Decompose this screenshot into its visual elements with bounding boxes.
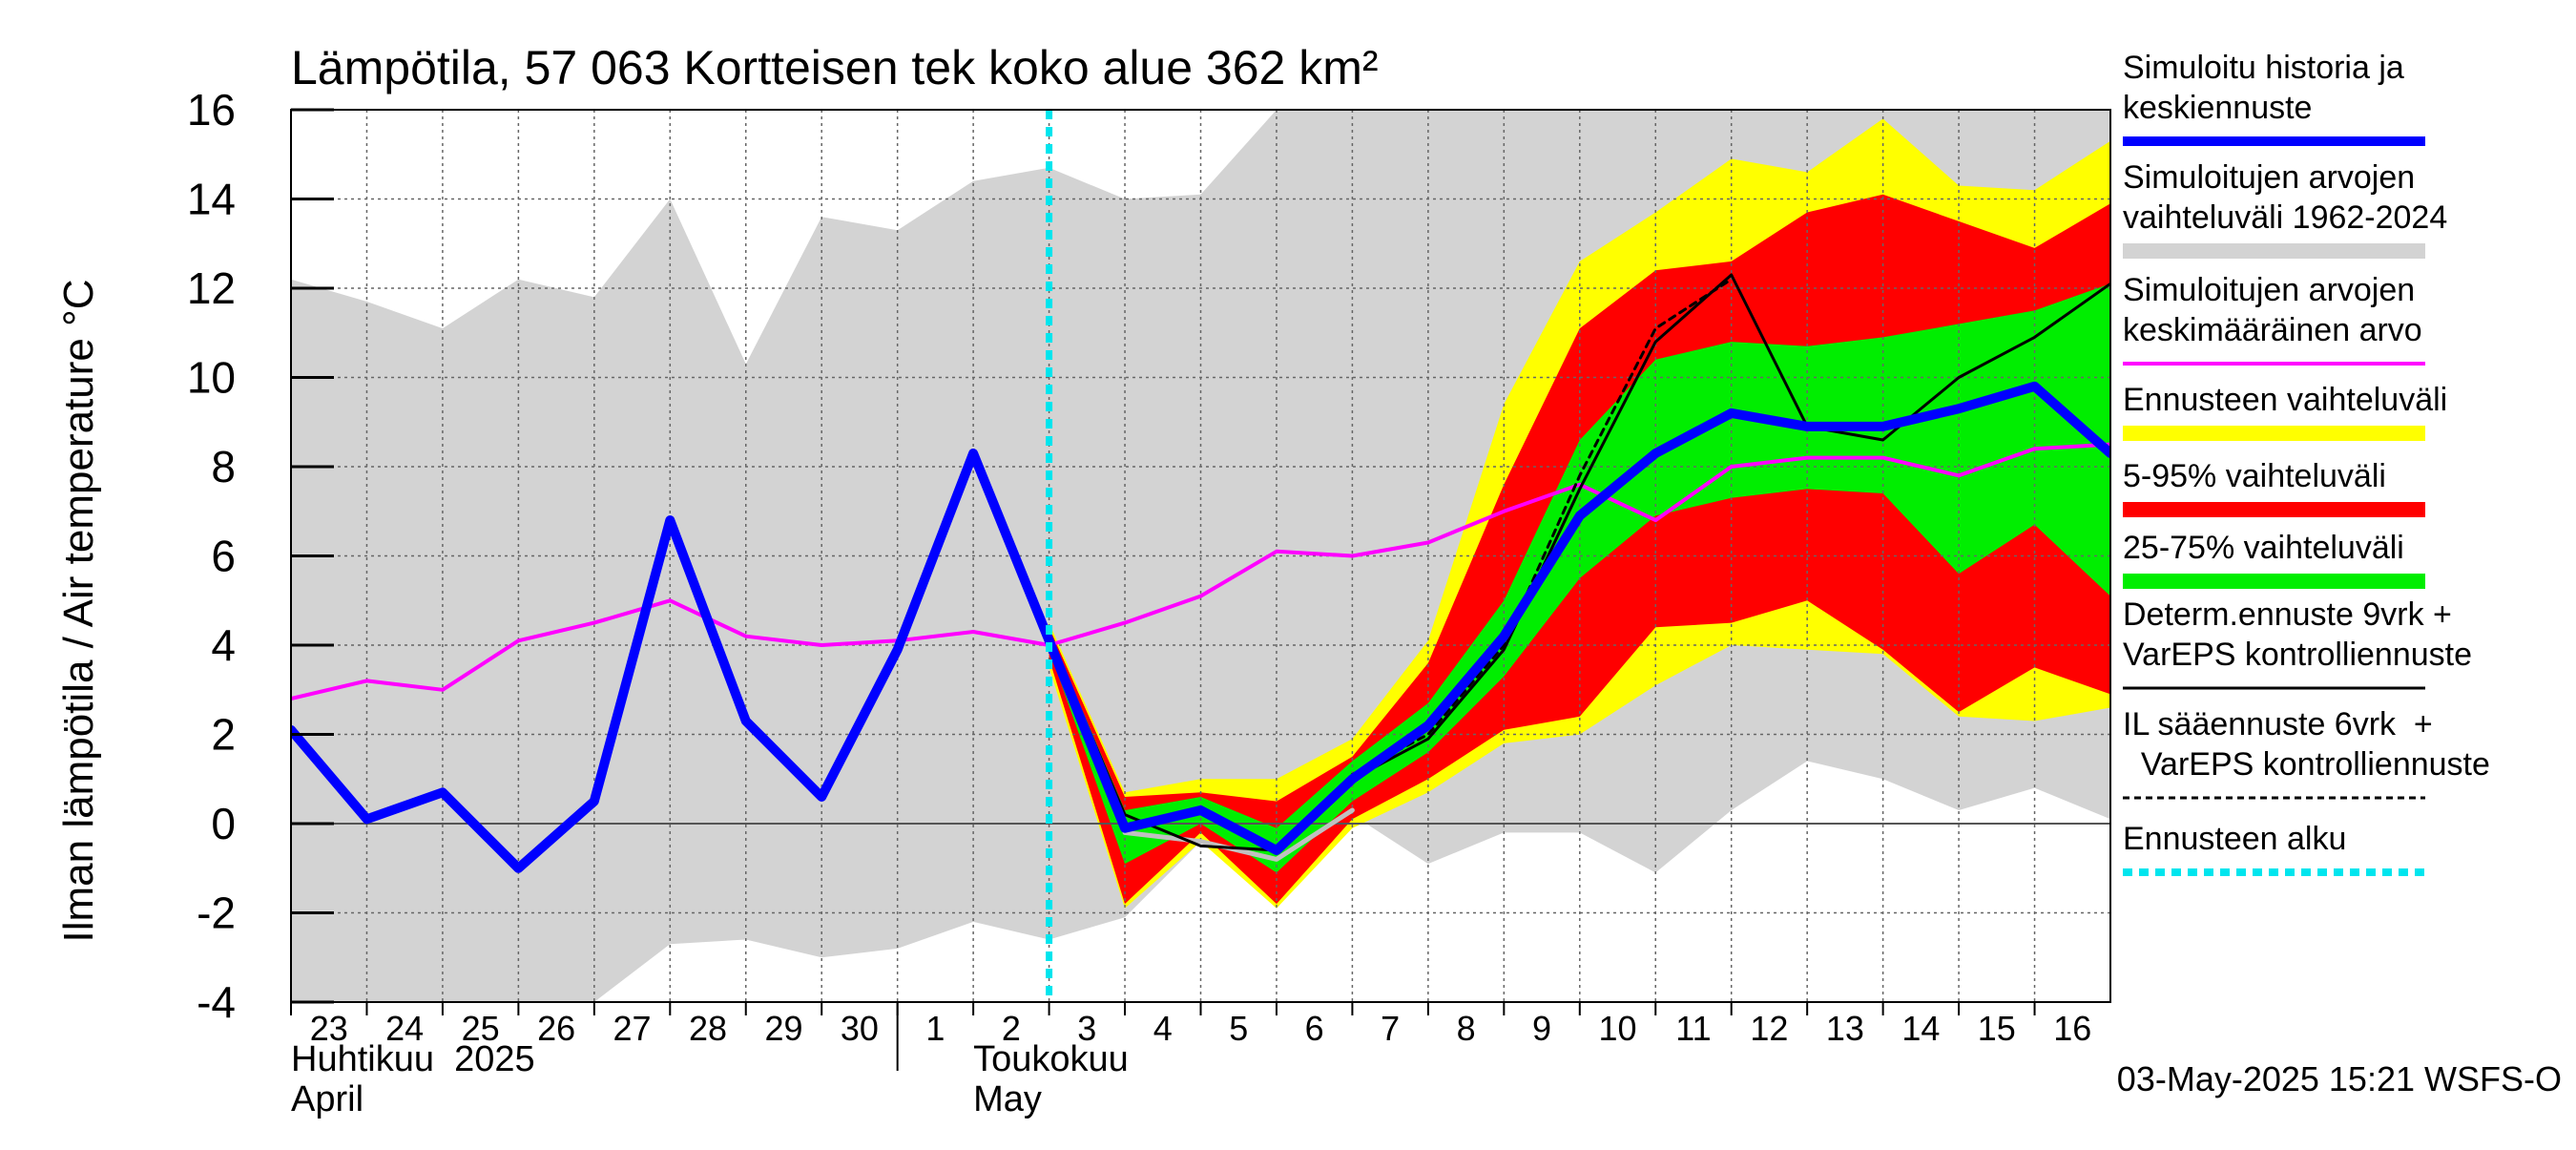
x-tick-label: 14 [1901,1009,1940,1048]
plot-content [291,110,2110,1002]
y-axis-label: Ilman lämpötila / Air temperature °C [55,280,102,943]
y-tick-label: 12 [187,263,236,313]
y-tick-label: 16 [187,85,236,135]
x-tick-label: 4 [1153,1009,1173,1048]
x-tick-label: 7 [1381,1009,1400,1048]
x-tick-label: 23 [310,1009,348,1048]
x-tick-label: 2 [1002,1009,1021,1048]
legend-label: Simuloitujen arvojen [2123,272,2415,308]
y-tick-label: 0 [211,799,236,848]
legend-label: keskimääräinen arvo [2123,312,2422,348]
x-tick-label: 16 [2053,1009,2091,1048]
legend-label: Simuloitu historia ja [2123,50,2404,86]
x-tick-label: 6 [1305,1009,1324,1048]
x-tick-label: 3 [1077,1009,1096,1048]
x-tick-label: 28 [689,1009,727,1048]
y-tick-label: 6 [211,532,236,581]
x-tick-label: 15 [1978,1009,2016,1048]
x-tick-label: 11 [1675,1009,1711,1048]
month-label-fi: Huhtikuu 2025 [291,1039,535,1079]
timestamp: 03-May-2025 15:21 WSFS-O [2117,1059,2562,1098]
x-tick-label: 30 [841,1009,879,1048]
y-tick-label: 10 [187,353,236,403]
x-tick-label: 12 [1750,1009,1788,1048]
x-tick-label: 10 [1598,1009,1636,1048]
x-tick-label: 8 [1457,1009,1476,1048]
series-il_forecast [1350,278,1734,777]
legend-label: keskiennuste [2123,90,2312,126]
legend-label: Simuloitujen arvojen [2123,159,2415,196]
y-tick-label: 2 [211,710,236,760]
month-label-en: April [291,1079,364,1119]
legend-label: 5-95% vaihteluväli [2123,458,2386,494]
legend-label: VarEPS kontrolliennuste [2123,637,2472,673]
series-mean [291,442,2110,701]
series-history [291,381,2110,873]
legend-label: Determ.ennuste 9vrk + [2123,596,2452,633]
x-tick-label: 13 [1826,1009,1864,1048]
x-tick-label: 5 [1229,1009,1248,1048]
legend-label: vaihteluväli 1962-2024 [2123,199,2447,236]
y-tick-label: 14 [187,175,236,224]
x-tick-label: 24 [385,1009,424,1048]
legend-label: 25-75% vaihteluväli [2123,530,2404,566]
x-tick-label: 26 [537,1009,575,1048]
x-tick-label: 1 [925,1009,945,1048]
series-control [1122,807,1355,862]
month-label-en: May [973,1079,1042,1119]
y-tick-label: 4 [211,620,236,670]
chart-title: Lämpötila, 57 063 Kortteisen tek koko al… [291,41,1379,94]
legend-label: Ennusteen vaihteluväli [2123,382,2447,418]
y-tick-label: -4 [197,977,236,1027]
legend: Simuloitu historia ja keskiennuste Simuloi… [2123,50,2490,876]
plot-area [291,110,2110,1002]
y-tick-label: -2 [197,889,236,938]
legend-label: Ennusteen alku [2123,821,2346,857]
month-label-fi: Toukokuu [973,1039,1129,1079]
legend-label: VarEPS kontrolliennuste [2123,746,2490,783]
x-tick-label: 27 [613,1009,652,1048]
x-tick-label: 29 [764,1009,802,1048]
legend-label: IL sääennuste 6vrk + [2123,706,2433,742]
x-tick-label: 9 [1532,1009,1551,1048]
y-tick-label: 8 [211,442,236,491]
x-tick-label: 25 [462,1009,500,1048]
